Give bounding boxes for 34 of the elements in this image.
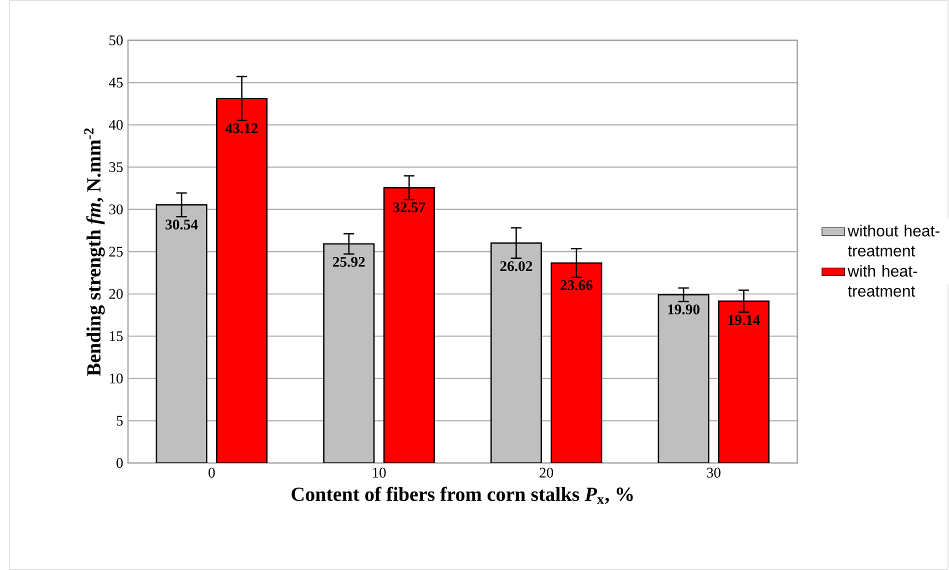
y-tick-label: 35 bbox=[109, 162, 123, 172]
data-label: 23.66 bbox=[560, 280, 593, 290]
legend-label: with heat-treatment bbox=[848, 265, 918, 297]
data-label: 26.02 bbox=[500, 261, 532, 272]
bar bbox=[550, 262, 602, 463]
bar bbox=[658, 294, 710, 463]
y-tick-label: 30 bbox=[109, 204, 123, 214]
data-label: 19.14 bbox=[728, 315, 760, 326]
bar bbox=[156, 204, 208, 463]
data-label: 32.57 bbox=[393, 202, 426, 212]
y-tick-label: 15 bbox=[110, 331, 123, 342]
bar bbox=[718, 300, 770, 463]
y-tick-label: 40 bbox=[108, 120, 123, 130]
bar bbox=[490, 242, 542, 463]
data-label: 25.92 bbox=[332, 256, 365, 267]
y-tick-label: 10 bbox=[110, 374, 123, 384]
y-tick-label: 0 bbox=[116, 458, 123, 468]
bar bbox=[383, 186, 435, 463]
data-label: 19.90 bbox=[668, 304, 700, 314]
x-tick-label: 0 bbox=[208, 468, 215, 478]
x-axis-title: Content of fibers from corn stalks P$_{x}$, % bbox=[292, 486, 633, 504]
y-axis-title: Bending strength fm, N.mm$^{-2}$ bbox=[84, 128, 105, 376]
y-tick-label: 25 bbox=[109, 246, 123, 257]
x-tick-label: 10 bbox=[372, 468, 386, 478]
data-label: 43.12 bbox=[226, 123, 258, 134]
y-tick-label: 50 bbox=[109, 35, 123, 46]
data-label: 30.54 bbox=[166, 220, 198, 230]
x-tick-label: 20 bbox=[540, 468, 554, 478]
bar bbox=[323, 243, 375, 463]
y-tick-label: 45 bbox=[108, 78, 123, 88]
bar bbox=[216, 98, 268, 463]
x-tick-label: 30 bbox=[707, 468, 720, 478]
y-tick-label: 20 bbox=[109, 288, 123, 299]
y-tick-label: 5 bbox=[116, 416, 123, 426]
